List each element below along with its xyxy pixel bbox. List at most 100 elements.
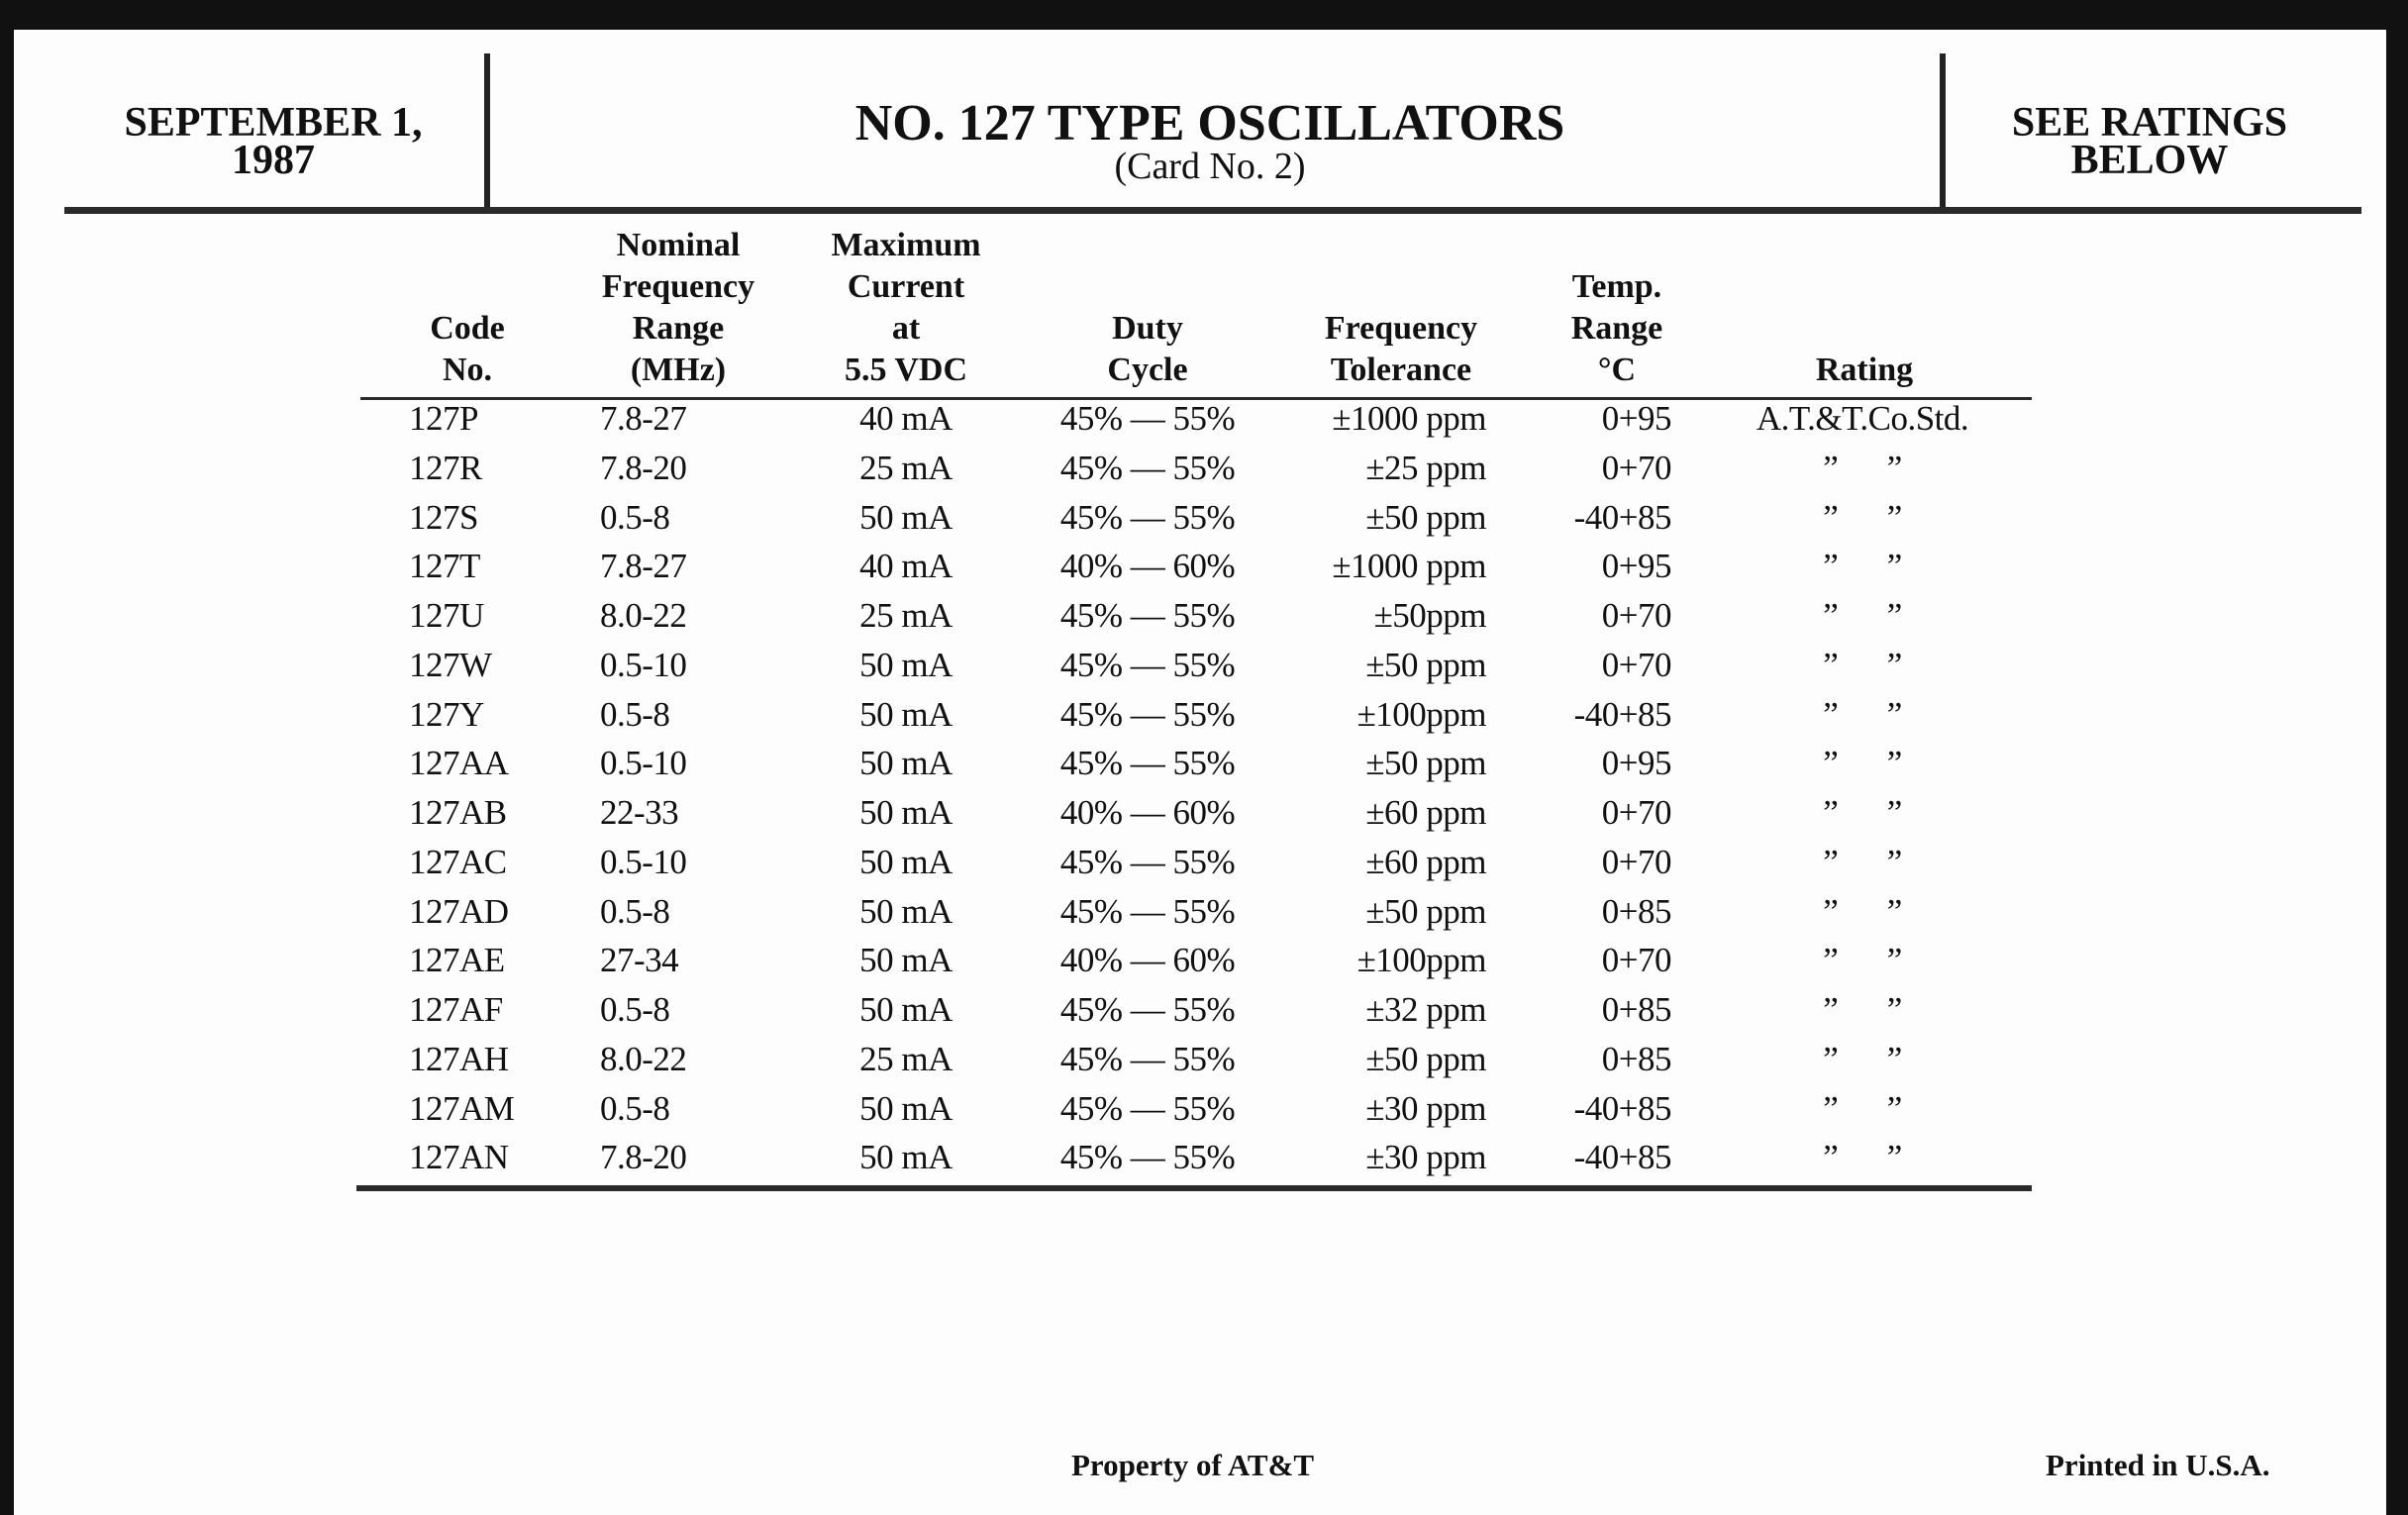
cell-frequency-range: 0.5-10 <box>600 645 687 684</box>
cell-rating: ” ” <box>1823 941 1902 980</box>
cell-rating: ” ” <box>1823 694 1902 734</box>
cell-frequency-tolerance: ±30 ppm <box>1365 1088 1486 1128</box>
column-header-code: Code <box>430 310 505 347</box>
cell-frequency-tolerance: ±50 ppm <box>1365 891 1486 931</box>
cell-temp-range: -40+85 <box>1573 694 1672 734</box>
cell-duty-cycle: 45% — 55% <box>1059 645 1236 684</box>
cell-frequency-range: 22-33 <box>600 793 679 832</box>
cell-code: 127AA <box>409 744 509 783</box>
cell-frequency-tolerance: ±25 ppm <box>1365 448 1486 487</box>
cell-duty-cycle: 45% — 55% <box>1059 842 1236 881</box>
cell-duty-cycle: 45% — 55% <box>1059 1138 1236 1177</box>
cell-temp-range: 0+70 <box>1601 941 1672 980</box>
cell-rating: ” ” <box>1823 891 1902 931</box>
ratings-line-2: BELOW <box>2070 138 2229 183</box>
cell-duty-cycle: 45% — 55% <box>1059 990 1236 1029</box>
cell-max-current: 50 mA <box>859 744 953 783</box>
cell-duty-cycle: 45% — 55% <box>1059 744 1236 783</box>
cell-code: 127Y <box>409 694 484 734</box>
cell-rating: ” ” <box>1823 1138 1902 1177</box>
cell-frequency-range: 0.5-8 <box>600 694 670 734</box>
cell-rating: ” ” <box>1823 645 1902 684</box>
cell-frequency-range: 0.5-10 <box>600 842 687 881</box>
cell-max-current: 50 mA <box>859 497 953 537</box>
cell-frequency-range: 0.5-8 <box>600 1088 670 1128</box>
cell-duty-cycle: 45% — 55% <box>1059 1039 1236 1078</box>
column-header-temp-range: Range <box>1570 310 1663 347</box>
column-header-duty-cycle: Cycle <box>1107 352 1188 388</box>
cell-max-current: 50 mA <box>859 891 953 931</box>
column-header-max-current: 5.5 VDC <box>844 352 968 388</box>
cell-code: 127T <box>409 547 480 586</box>
cell-temp-range: 0+70 <box>1601 596 1672 635</box>
cell-frequency-range: 8.0-22 <box>600 1039 687 1078</box>
date-block: SEPTEMBER 1, 1987 <box>95 102 452 183</box>
cell-max-current: 50 mA <box>859 645 953 684</box>
cell-frequency-tolerance: ±100ppm <box>1356 694 1487 734</box>
cell-frequency-range: 7.8-27 <box>600 547 687 586</box>
cell-duty-cycle: 45% — 55% <box>1059 497 1236 537</box>
cell-frequency-tolerance: ±50 ppm <box>1365 645 1486 684</box>
cell-rating: ” ” <box>1823 1039 1902 1078</box>
cell-rating: ” ” <box>1823 448 1902 487</box>
cell-frequency-range: 27-34 <box>600 941 679 980</box>
cell-max-current: 50 mA <box>859 990 953 1029</box>
cell-temp-range: 0+70 <box>1601 645 1672 684</box>
cell-code: 127AH <box>409 1039 509 1078</box>
cell-code: 127AM <box>409 1088 515 1128</box>
cell-duty-cycle: 45% — 55% <box>1059 399 1236 438</box>
title-block: NO. 127 TYPE OSCILLATORS (Card No. 2) <box>693 95 1727 186</box>
cell-max-current: 50 mA <box>859 842 953 881</box>
page-title: NO. 127 TYPE OSCILLATORS <box>854 95 1565 152</box>
cell-frequency-range: 7.8-27 <box>600 399 687 438</box>
cell-rating: ” ” <box>1823 497 1902 537</box>
cell-max-current: 50 mA <box>859 1088 953 1128</box>
cell-code: 127R <box>409 448 482 487</box>
cell-rating: A.T.&T.Co.Std. <box>1756 399 1969 438</box>
cell-max-current: 25 mA <box>859 448 953 487</box>
cell-duty-cycle: 40% — 60% <box>1059 793 1236 832</box>
cell-duty-cycle: 45% — 55% <box>1059 1088 1236 1128</box>
printed-note: Printed in U.S.A. <box>2046 1448 2270 1482</box>
column-header-frequency-range: (MHz) <box>630 352 727 388</box>
cell-frequency-tolerance: ±60 ppm <box>1365 842 1486 881</box>
cell-frequency-range: 0.5-8 <box>600 497 670 537</box>
cell-code: 127AB <box>409 793 507 832</box>
cell-frequency-tolerance: ±60 ppm <box>1365 793 1486 832</box>
cell-max-current: 50 mA <box>859 793 953 832</box>
cell-temp-range: 0+70 <box>1601 842 1672 881</box>
cell-frequency-range: 0.5-10 <box>600 744 687 783</box>
cell-rating: ” ” <box>1823 744 1902 783</box>
column-header-max-current: Maximum <box>831 227 981 263</box>
date-line-2: 1987 <box>232 138 315 183</box>
cell-temp-range: 0+95 <box>1601 744 1672 783</box>
oscillator-card <box>14 30 2386 1515</box>
cell-temp-range: 0+85 <box>1601 1039 1672 1078</box>
cell-code: 127U <box>409 596 484 635</box>
header-rule <box>64 207 2361 214</box>
column-header-duty-cycle: Duty <box>1112 310 1183 347</box>
cell-temp-range: 0+70 <box>1601 448 1672 487</box>
cell-temp-range: 0+85 <box>1601 990 1672 1029</box>
cell-frequency-range: 7.8-20 <box>600 448 687 487</box>
column-header-rating: Rating <box>1815 352 1914 388</box>
header-divider-left <box>484 53 490 208</box>
cell-duty-cycle: 40% — 60% <box>1059 941 1236 980</box>
column-header-max-current: at <box>891 310 921 347</box>
cell-duty-cycle: 40% — 60% <box>1059 547 1236 586</box>
cell-code: 127P <box>409 399 478 438</box>
column-header-code: No. <box>442 352 493 388</box>
table-header-rule <box>360 397 2032 400</box>
cell-temp-range: -40+85 <box>1573 1138 1672 1177</box>
cell-code: 127AF <box>409 990 503 1029</box>
cell-duty-cycle: 45% — 55% <box>1059 596 1236 635</box>
cell-duty-cycle: 45% — 55% <box>1059 448 1236 487</box>
cell-code: 127S <box>409 497 478 537</box>
cell-frequency-tolerance: ±100ppm <box>1356 941 1487 980</box>
cell-temp-range: 0+85 <box>1601 891 1672 931</box>
cell-frequency-tolerance: ±50 ppm <box>1365 744 1486 783</box>
cell-frequency-tolerance: ±32 ppm <box>1365 990 1486 1029</box>
cell-frequency-tolerance: ±50 ppm <box>1365 497 1486 537</box>
column-header-temp-range: Temp. <box>1571 268 1662 305</box>
cell-max-current: 40 mA <box>859 547 953 586</box>
